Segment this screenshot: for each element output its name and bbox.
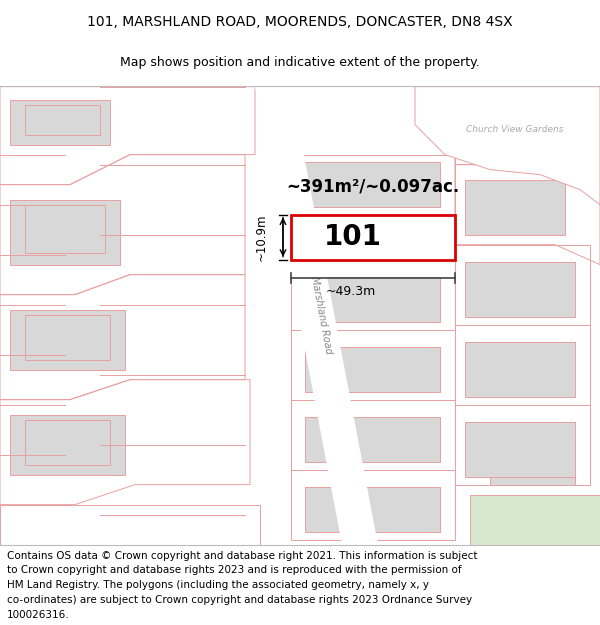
Bar [465, 99, 570, 154]
Bar [25, 104, 100, 134]
Text: 101: 101 [324, 223, 382, 251]
Bar [465, 422, 575, 477]
Bar [10, 414, 125, 474]
Polygon shape [470, 494, 600, 544]
Text: co-ordinates) are subject to Crown copyright and database rights 2023 Ordnance S: co-ordinates) are subject to Crown copyr… [7, 595, 472, 605]
Bar [305, 162, 440, 207]
Bar [305, 487, 440, 532]
Text: Marshland Road: Marshland Road [309, 276, 334, 355]
Text: to Crown copyright and database rights 2023 and is reproduced with the permissio: to Crown copyright and database rights 2… [7, 566, 462, 576]
Bar [10, 99, 110, 144]
Bar [10, 309, 125, 369]
Text: Church View Gardens: Church View Gardens [466, 125, 564, 134]
Text: 101, MARSHLAND ROAD, MOORENDS, DONCASTER, DN8 4SX: 101, MARSHLAND ROAD, MOORENDS, DONCASTER… [87, 14, 513, 29]
Bar [25, 204, 105, 252]
Bar [305, 417, 440, 462]
Polygon shape [255, 87, 378, 544]
Text: Map shows position and indicative extent of the property.: Map shows position and indicative extent… [120, 56, 480, 69]
Bar [10, 199, 120, 264]
Bar [0, 504, 260, 544]
Text: ~391m²/~0.097ac.: ~391m²/~0.097ac. [286, 177, 460, 196]
Bar [25, 314, 110, 359]
Bar [465, 262, 575, 317]
Bar [490, 439, 575, 484]
Text: ~10.9m: ~10.9m [254, 213, 268, 261]
Bar [305, 277, 440, 322]
Text: ~49.3m: ~49.3m [326, 285, 376, 298]
Text: HM Land Registry. The polygons (including the associated geometry, namely x, y: HM Land Registry. The polygons (includin… [7, 580, 429, 590]
Text: Contains OS data © Crown copyright and database right 2021. This information is : Contains OS data © Crown copyright and d… [7, 551, 478, 561]
Polygon shape [291, 214, 455, 259]
Bar [465, 342, 575, 397]
Text: 100026316.: 100026316. [7, 610, 70, 620]
Bar [305, 347, 440, 392]
Bar [465, 179, 565, 234]
Polygon shape [415, 87, 600, 204]
Bar [25, 419, 110, 464]
